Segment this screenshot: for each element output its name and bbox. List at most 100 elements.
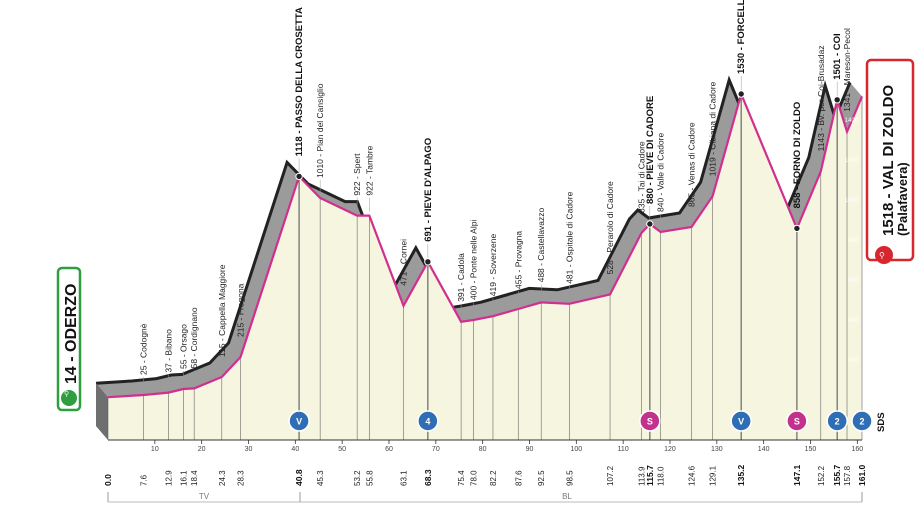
- profile-top-edge: [95, 75, 852, 385]
- gpm-category-2-icon: 2: [826, 410, 848, 432]
- summit-label: 691 - PIEVE D'ALPAGO: [423, 138, 434, 242]
- summit-dot: [833, 96, 841, 104]
- finish-subtitle: (Palafavera): [895, 162, 910, 236]
- place-label: 400 - Ponte nelle Alpi: [468, 220, 478, 300]
- place-label: 37 - Bibano: [163, 329, 173, 373]
- place-km-label: 68.3: [423, 469, 433, 486]
- place-label: 55 - Orsago: [178, 324, 188, 369]
- place-km-label: 157.8: [843, 465, 852, 486]
- place-label: 391 - Cadola: [456, 253, 466, 302]
- km-tick-label: 160: [851, 446, 863, 453]
- svg-text:V: V: [738, 417, 744, 427]
- summit-label: 858 - FORNO DI ZOLDO: [792, 102, 803, 209]
- place-km-label: 87.6: [514, 470, 523, 486]
- altitude-tick: 400: [848, 318, 859, 324]
- start-bike-glyph: ⚲: [64, 390, 69, 398]
- profile-grid: [107, 94, 863, 440]
- km-tick-label: 30: [245, 446, 253, 453]
- place-label: 1019 - Cibiana di Cadore: [708, 81, 718, 176]
- place-km-label: 98.5: [565, 470, 574, 486]
- km-tick-label: 20: [198, 446, 206, 453]
- place-label: 419 - Soverzene: [488, 234, 498, 297]
- province-tv: TV: [199, 492, 210, 501]
- place-label: 922 - Spert: [352, 153, 362, 196]
- cyclist-icon: [875, 246, 893, 264]
- place-label: 215 - Fregona: [236, 283, 246, 337]
- altitude-tick: 600: [848, 278, 859, 284]
- place-km-label: 113.9: [637, 466, 646, 486]
- province-bar: TV BL: [107, 492, 863, 503]
- place-km-label: 129.1: [709, 465, 718, 486]
- place-label: 528 - Perarolo di Cadore: [605, 181, 615, 274]
- altitude-tick: 200: [848, 358, 859, 364]
- summit-dot: [646, 220, 654, 228]
- altitude-tick: 1600: [845, 78, 859, 84]
- km-tick-label: 100: [570, 446, 582, 453]
- place-km-label: 82.2: [489, 470, 498, 486]
- km-tick-label: 60: [385, 446, 393, 453]
- summit-dot: [295, 172, 303, 181]
- place-label: 115 - Cappella Maggiore: [217, 264, 227, 357]
- gpm-category-2-icon: 2: [851, 410, 873, 432]
- profile-area: [108, 94, 862, 440]
- place-label: 840 - Valle di Cadore: [656, 133, 666, 212]
- svg-text:S: S: [794, 417, 800, 427]
- place-label: 58 - Cordignano: [189, 307, 199, 368]
- km-tick-label: 80: [479, 446, 487, 453]
- summit-dot: [424, 258, 432, 266]
- place-km-label: 24.3: [218, 470, 227, 486]
- km-tick-label: 150: [805, 446, 817, 453]
- province-bl: BL: [562, 492, 572, 501]
- summit-label: 1118 - PASSO DELLA CROSETTA: [294, 7, 305, 156]
- place-km-label: 92.5: [537, 470, 546, 486]
- altitude-tick: 1000: [845, 198, 859, 204]
- profile-side-shade: [96, 80, 862, 440]
- place-km-label: 118.0: [657, 466, 666, 486]
- category-markers: V 4 S V S 2 2: [288, 410, 873, 432]
- place-label: 481 - Ospitale di Cadore: [564, 191, 574, 283]
- profile-front-shade: [96, 383, 108, 440]
- km-tick-label: 120: [664, 446, 676, 453]
- place-km-label: 152.2: [817, 465, 826, 486]
- place-label: 1341 - Mareson-Pecol: [842, 28, 852, 112]
- profile-fill: [108, 94, 862, 440]
- km-tick-label: 50: [338, 446, 346, 453]
- km-tick-label: 70: [432, 446, 440, 453]
- place-km-label: 53.2: [353, 470, 362, 486]
- place-label: 488 - Castellavazzo: [536, 207, 546, 282]
- km-tick-label: 10: [151, 446, 159, 453]
- place-km-label: 161.0: [857, 464, 867, 486]
- finish-bike-glyph: ⚲: [879, 251, 885, 260]
- place-km-label: 45.3: [316, 470, 325, 486]
- sprint-icon: S: [786, 410, 808, 432]
- place-label: 1010 - Pian del Cansiglio: [315, 83, 325, 178]
- place-km-label: 12.9: [164, 470, 173, 486]
- sds-label: SDS: [876, 412, 887, 432]
- place-labels: 25 - Codognè 37 - Bibano 55 - Orsago 58 - C…: [139, 0, 852, 391]
- place-km-label: 0.0: [103, 474, 113, 486]
- summit-label: 1530 - FORCELLA CIBIANA: [736, 0, 747, 74]
- place-label: 922 - Tambre: [364, 145, 374, 195]
- place-km-label: 78.0: [469, 470, 478, 486]
- place-km-label: 28.3: [237, 470, 246, 486]
- start-badge: ⚲ 14 - ODERZO: [56, 266, 82, 412]
- km-axis: 10 20 30 40 50 60 70 80 90 100 110 120 130 140 150 160 0…: [103, 439, 867, 486]
- place-km-label: 75.4: [457, 470, 466, 486]
- altitude-tick: 800: [848, 238, 859, 244]
- place-km-label: 147.1: [792, 464, 802, 486]
- svg-text:V: V: [296, 417, 302, 427]
- place-km-label: 55.8: [365, 470, 374, 486]
- place-km-label: 16.1: [179, 470, 188, 486]
- place-km-label: 7.6: [140, 474, 149, 486]
- svg-text:4: 4: [425, 417, 430, 427]
- svg-text:2: 2: [835, 417, 840, 427]
- gpm-mountain-icon: V: [288, 410, 310, 432]
- place-km-label: 135.2: [736, 464, 746, 486]
- place-km-label: 40.8: [294, 469, 304, 486]
- place-km-label: 18.4: [190, 470, 199, 486]
- svg-text:2: 2: [859, 417, 864, 427]
- place-km-label: 115.7: [645, 465, 655, 486]
- place-km-label: 155.7: [832, 464, 842, 486]
- place-label: 865 - Venas di Cadore: [687, 122, 697, 207]
- summit-label: 880 - PIEVE DI CADORE: [645, 96, 656, 204]
